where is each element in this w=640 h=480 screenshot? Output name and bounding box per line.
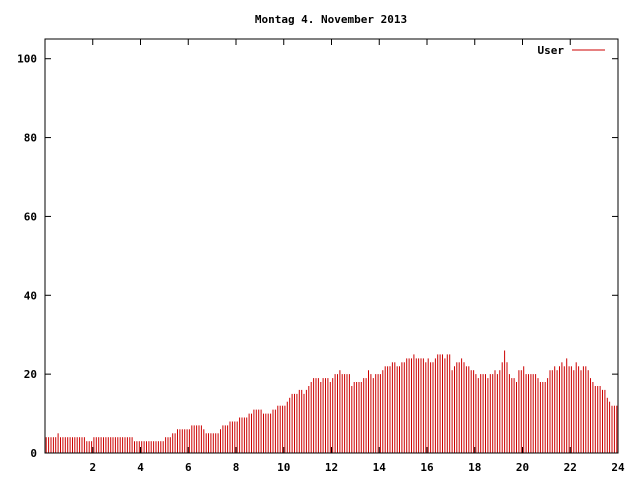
x-tick-label: 14 <box>373 461 387 474</box>
x-tick-label: 6 <box>185 461 192 474</box>
x-axis: 2 4 6 8 10 12 14 16 18 20 22 24 <box>89 39 625 474</box>
x-tick-label: 8 <box>233 461 240 474</box>
y-axis: 0 20 40 60 80 100 <box>17 53 618 460</box>
x-tick-label: 18 <box>468 461 481 474</box>
x-tick-label: 24 <box>611 461 625 474</box>
x-tick-label: 20 <box>516 461 529 474</box>
x-tick-label: 2 <box>89 461 96 474</box>
y-tick-label: 60 <box>24 210 37 223</box>
x-tick-label: 12 <box>325 461 338 474</box>
legend: User <box>538 44 605 57</box>
y-tick-label: 80 <box>24 132 37 145</box>
x-tick-label: 16 <box>420 461 434 474</box>
chart-title: Montag 4. November 2013 <box>255 13 407 26</box>
y-tick-label: 0 <box>30 447 37 460</box>
x-tick-label: 22 <box>564 461 577 474</box>
legend-label: User <box>538 44 565 57</box>
x-tick-label: 4 <box>137 461 144 474</box>
x-tick-label: 10 <box>277 461 290 474</box>
y-tick-label: 20 <box>24 368 37 381</box>
bars-group <box>45 350 618 453</box>
y-tick-label: 40 <box>24 289 37 302</box>
plot-frame <box>44 38 619 454</box>
y-tick-label: 100 <box>17 53 37 66</box>
